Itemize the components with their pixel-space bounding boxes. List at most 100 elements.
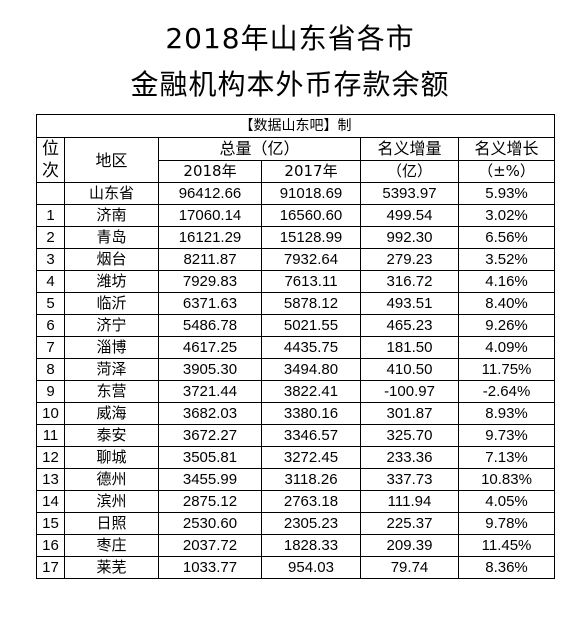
region-cell: 莱芜 [64,556,159,579]
total-region-cell: 山东省 [64,182,159,205]
region-cell: 临沂 [64,292,159,315]
increase-cell: -100.97 [360,380,459,403]
region-cell: 德州 [64,468,159,491]
value-2018-cell: 7929.83 [158,270,262,293]
increase-cell: 493.51 [360,292,459,315]
growth-cell: 3.02% [457,204,556,227]
value-2018-cell: 3455.99 [158,468,262,491]
value-2017-cell: 3118.26 [261,468,361,491]
rank-cell: 6 [36,314,65,337]
value-2017-cell: 3494.80 [261,358,361,381]
value-2018-cell: 2037.72 [158,534,262,557]
table-row: 16 枣庄 2037.72 1828.33 209.39 11.45% [36,534,556,557]
value-2018-cell: 6371.63 [158,292,262,315]
region-cell: 潍坊 [64,270,159,293]
growth-unit-header: （±%） [457,159,556,183]
deposit-table: 【数据山东吧】制 位 次 地区 总量（亿） 名义增量 名义增长 2018年 20… [35,114,556,579]
increase-cell: 301.87 [360,402,459,425]
rank-cell: 10 [36,402,65,425]
table-row: 8 菏泽 3905.30 3494.80 410.50 11.75% [36,358,556,381]
growth-cell: 6.56% [457,226,556,249]
year-2017-header: 2017年 [261,159,361,183]
region-cell: 淄博 [64,336,159,359]
growth-cell: 7.13% [457,446,556,469]
value-2017-cell: 4435.75 [261,336,361,359]
value-2017-cell: 15128.99 [261,226,361,249]
year-2018-header: 2018年 [158,159,262,183]
rank-header: 位 次 [36,137,65,183]
increase-cell: 209.39 [360,534,459,557]
region-cell: 济南 [64,204,159,227]
table-row: 10 威海 3682.03 3380.16 301.87 8.93% [36,402,556,425]
value-2017-cell: 5878.12 [261,292,361,315]
table-row: 12 聊城 3505.81 3272.45 233.36 7.13% [36,446,556,469]
total-rank-cell [36,182,65,205]
growth-cell: 8.36% [457,556,556,579]
value-2017-cell: 3822.41 [261,380,361,403]
value-2017-cell: 3380.16 [261,402,361,425]
table-row: 5 临沂 6371.63 5878.12 493.51 8.40% [36,292,556,315]
rank-cell: 11 [36,424,65,447]
increase-cell: 499.54 [360,204,459,227]
increase-cell: 279.23 [360,248,459,271]
rank-cell: 9 [36,380,65,403]
increase-cell: 337.73 [360,468,459,491]
total-2018-cell: 96412.66 [158,182,262,205]
growth-cell: 4.05% [457,490,556,513]
value-2017-cell: 7613.11 [261,270,361,293]
value-2018-cell: 16121.29 [158,226,262,249]
table-row: 17 莱芜 1033.77 954.03 79.74 8.36% [36,556,556,579]
value-2017-cell: 3346.57 [261,424,361,447]
increase-cell: 992.30 [360,226,459,249]
increase-cell: 111.94 [360,490,459,513]
total-increase-cell: 5393.97 [360,182,459,205]
table-row: 9 东营 3721.44 3822.41 -100.97 -2.64% [36,380,556,403]
value-2018-cell: 17060.14 [158,204,262,227]
region-cell: 东营 [64,380,159,403]
growth-cell: 9.26% [457,314,556,337]
table-row: 14 滨州 2875.12 2763.18 111.94 4.05% [36,490,556,513]
increase-cell: 181.50 [360,336,459,359]
rank-cell: 3 [36,248,65,271]
table-row: 6 济宁 5486.78 5021.55 465.23 9.26% [36,314,556,337]
value-2017-cell: 1828.33 [261,534,361,557]
value-2017-cell: 7932.64 [261,248,361,271]
rank-cell: 1 [36,204,65,227]
rank-header-top: 位 [42,139,59,159]
region-cell: 青岛 [64,226,159,249]
total-2017-cell: 91018.69 [261,182,361,205]
page-title-line1: 2018年山东省各市 [165,22,415,55]
total-growth-cell: 5.93% [457,182,556,205]
value-2018-cell: 5486.78 [158,314,262,337]
increase-header: 名义增量 [360,137,459,161]
source-credit: 【数据山东吧】制 [35,114,556,138]
growth-cell: 8.93% [457,402,556,425]
table-row: 13 德州 3455.99 3118.26 337.73 10.83% [36,468,556,491]
region-cell: 威海 [64,402,159,425]
region-cell: 济宁 [64,314,159,337]
rank-cell: 16 [36,534,65,557]
table-row: 2 青岛 16121.29 15128.99 992.30 6.56% [36,226,556,249]
growth-cell: 11.75% [457,358,556,381]
value-2018-cell: 8211.87 [158,248,262,271]
value-2018-cell: 3682.03 [158,402,262,425]
growth-cell: 9.78% [457,512,556,535]
value-2017-cell: 2305.23 [261,512,361,535]
region-cell: 枣庄 [64,534,159,557]
table-row: 7 淄博 4617.25 4435.75 181.50 4.09% [36,336,556,359]
increase-unit-header: （亿） [360,159,459,183]
value-2018-cell: 3721.44 [158,380,262,403]
growth-cell: 11.45% [457,534,556,557]
increase-cell: 225.37 [360,512,459,535]
rank-cell: 12 [36,446,65,469]
value-2017-cell: 16560.60 [261,204,361,227]
rank-cell: 7 [36,336,65,359]
region-cell: 聊城 [64,446,159,469]
rank-cell: 5 [36,292,65,315]
value-2018-cell: 3905.30 [158,358,262,381]
increase-cell: 316.72 [360,270,459,293]
table-row: 15 日照 2530.60 2305.23 225.37 9.78% [36,512,556,535]
total-header: 总量（亿） [158,137,361,161]
region-cell: 菏泽 [64,358,159,381]
growth-cell: 8.40% [457,292,556,315]
